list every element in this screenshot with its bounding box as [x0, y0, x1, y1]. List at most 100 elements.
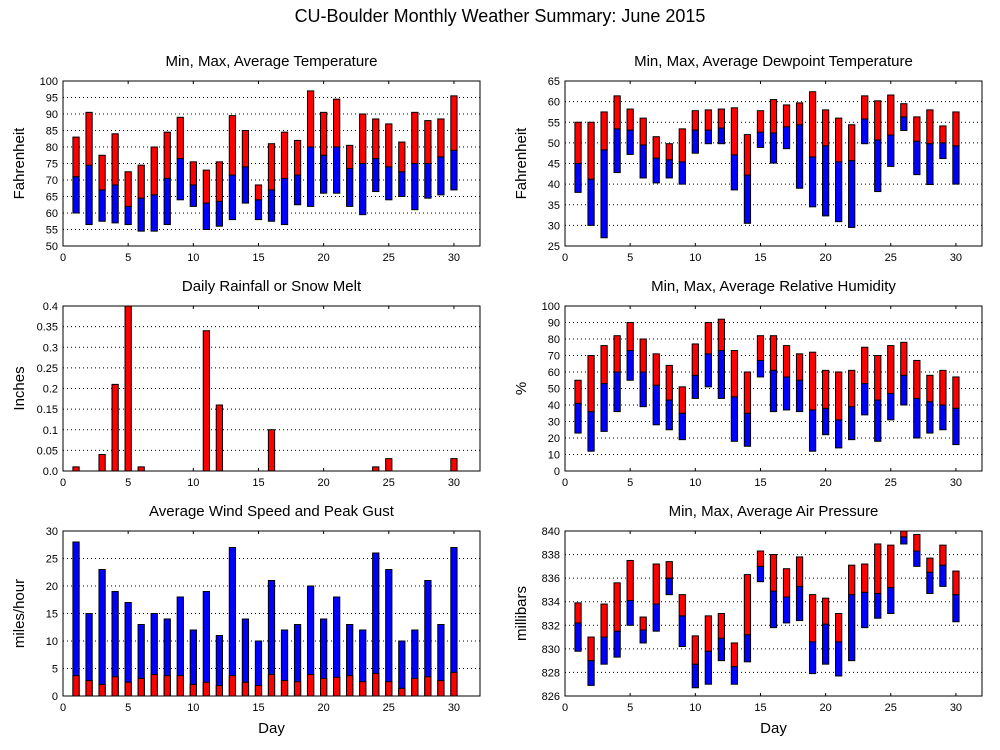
avg-wind-bar [385, 681, 393, 697]
y-tick-label: 50 [548, 138, 560, 150]
min-avg-bar [665, 399, 673, 431]
min-avg-bar [691, 129, 699, 154]
min-avg-bar [678, 161, 686, 185]
avg-max-bar [678, 386, 686, 414]
min-avg-bar [111, 184, 119, 224]
avg-wind-bar [346, 675, 354, 697]
min-avg-bar [626, 350, 634, 381]
rain-bar [124, 305, 132, 472]
avg-max-bar [333, 98, 341, 148]
plot-frame [62, 80, 481, 247]
x-tick-label: 5 [125, 252, 131, 264]
min-avg-bar [424, 163, 432, 199]
y-tick-label: 25 [46, 554, 58, 566]
avg-max-bar [319, 111, 328, 156]
plot-frame [564, 530, 983, 697]
avg-max-bar [913, 116, 921, 142]
avg-max-bar [398, 141, 406, 173]
avg-max-bar [926, 374, 934, 403]
x-tick-label: 15 [252, 477, 264, 489]
min-avg-bar [280, 177, 289, 226]
x-tick-label: 15 [754, 477, 766, 489]
min-avg-bar [730, 666, 739, 685]
y-tick-label: 5 [52, 664, 58, 676]
avg-max-bar [613, 335, 621, 373]
avg-max-bar [652, 353, 660, 386]
x-tick-label: 25 [383, 702, 395, 714]
avg-max-bar [913, 534, 921, 552]
min-avg-bar [743, 634, 752, 663]
avg-wind-bar [176, 675, 184, 697]
avg-max-bar [795, 556, 804, 587]
y-tick-label: 830 [542, 644, 560, 656]
chart-panel-1: Min, Max, Average Temperature Fahrenheit 5… [11, 53, 481, 264]
avg-max-bar [626, 108, 634, 131]
min-avg-bar [874, 139, 882, 193]
avg-max-bar [137, 164, 145, 199]
avg-max-bar [293, 139, 302, 176]
min-avg-bar [626, 129, 634, 155]
min-avg-bar [202, 202, 210, 231]
y-axis-label: Inches [11, 366, 28, 410]
avg-max-bar [769, 554, 778, 592]
min-avg-bar [587, 411, 595, 452]
y-tick-label: 30 [548, 417, 560, 429]
min-avg-bar [730, 154, 739, 191]
rain-bar [72, 466, 80, 472]
avg-wind-bar [98, 683, 106, 697]
avg-max-bar [280, 131, 289, 179]
chart-title: Min, Max, Average Temperature [165, 53, 377, 70]
avg-max-bar [613, 582, 621, 632]
avg-max-bar [600, 345, 608, 385]
avg-max-bar [913, 359, 921, 399]
y-tick-label: 85 [46, 126, 58, 138]
avg-max-bar [98, 154, 106, 191]
avg-max-bar [743, 134, 752, 176]
y-axis-label: miles/hour [11, 579, 28, 648]
min-avg-bar [639, 629, 647, 644]
min-avg-bar [926, 143, 934, 186]
min-avg-bar [704, 650, 712, 685]
min-avg-bar [372, 158, 380, 193]
avg-max-bar [254, 184, 263, 201]
min-avg-bar [639, 371, 647, 408]
chart-title: Min, Max, Average Dewpoint Temperature [634, 53, 913, 70]
x-tick-label: 0 [562, 477, 568, 489]
avg-max-bar [587, 636, 595, 662]
y-tick-label: 80 [548, 334, 560, 346]
min-avg-bar [574, 163, 582, 193]
x-tick-label: 20 [318, 702, 330, 714]
min-avg-bar [600, 636, 608, 665]
avg-wind-bar [306, 674, 315, 697]
avg-max-bar [900, 103, 908, 118]
chart-panel-2: Min, Max, Average Dewpoint Temperature Fa… [513, 53, 983, 264]
avg-max-bar [769, 335, 778, 371]
min-avg-bar [874, 592, 882, 619]
y-tick-label: 40 [548, 400, 560, 412]
avg-max-bar [861, 95, 869, 120]
gust-bar [398, 640, 406, 697]
min-avg-bar [939, 404, 947, 431]
y-tick-label: 20 [548, 433, 560, 445]
avg-max-bar [372, 118, 380, 160]
avg-max-bar [241, 130, 250, 168]
min-avg-bar [730, 396, 739, 442]
chart-title: Daily Rainfall or Snow Melt [182, 278, 362, 295]
min-avg-bar [189, 184, 197, 207]
avg-max-bar [704, 109, 712, 131]
avg-max-bar [587, 355, 595, 413]
avg-max-bar [574, 379, 582, 404]
min-avg-bar [795, 379, 804, 413]
min-avg-bar [808, 641, 817, 675]
y-tick-label: 25 [548, 241, 560, 253]
y-tick-label: 75 [46, 159, 58, 171]
y-tick-label: 0 [554, 466, 560, 478]
min-avg-bar [306, 146, 315, 207]
min-avg-bar [887, 392, 895, 421]
y-tick-label: 834 [542, 597, 560, 609]
chart-panel-6: Min, Max, Average Air Pressure millibars D… [513, 503, 983, 737]
x-tick-label: 10 [689, 702, 701, 714]
x-tick-label: 10 [187, 477, 199, 489]
min-avg-bar [939, 564, 947, 587]
min-avg-bar [691, 663, 699, 689]
